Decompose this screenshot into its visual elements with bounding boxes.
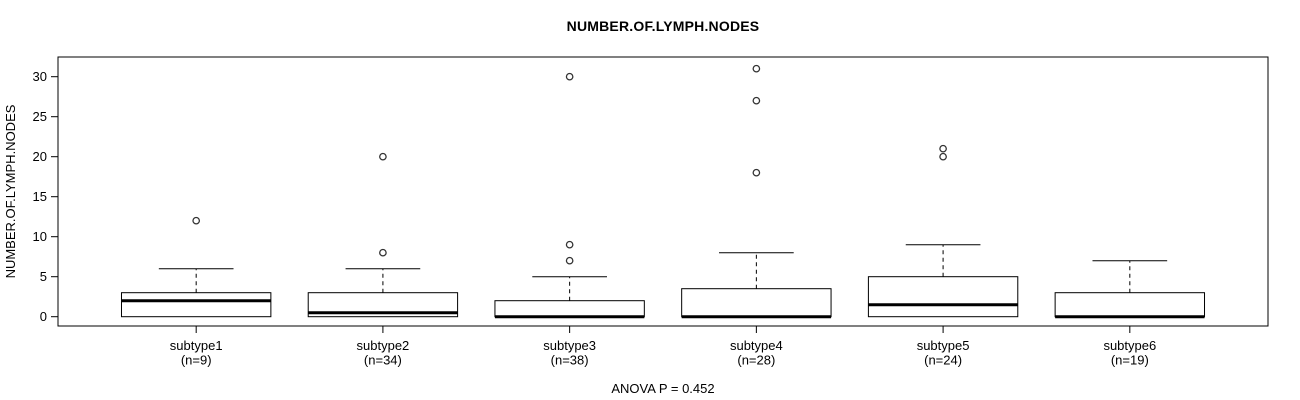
y-tick-label: 20 [33,149,47,164]
y-tick-label: 30 [33,69,47,84]
x-tick-sublabel: (n=24) [924,353,962,368]
boxplot-group-subtype6: subtype6(n=19) [1054,260,1206,368]
x-tick-sublabel: (n=9) [181,353,212,368]
outlier-point [379,152,387,161]
chart-title: NUMBER.OF.LYMPH.NODES [566,18,760,34]
outlier-point [565,72,574,81]
boxplot-group-subtype4: subtype4(n=28) [681,64,832,368]
y-tick-label: 0 [40,309,47,324]
anova-annotation: ANOVA P = 0.452 [611,381,715,396]
x-tick-label: subtype4 [730,338,783,353]
iqr-box [120,292,272,318]
x-tick-sublabel: (n=34) [364,353,402,368]
y-tick-label: 5 [40,269,47,284]
iqr-box [494,300,645,318]
outlier-point [565,240,574,249]
outlier-point [752,64,761,73]
boxplot-group-subtype5: subtype5(n=24) [867,144,1019,368]
outlier-point [752,168,761,177]
x-tick-sublabel: (n=28) [737,353,775,368]
y-tick-label: 15 [33,189,47,204]
outlier-point [939,152,947,161]
plot-border [57,56,1269,327]
iqr-box [681,288,832,318]
boxplot-group-subtype1: subtype1(n=9) [120,216,272,368]
boxplot-group-subtype2: subtype2(n=34) [307,152,459,368]
x-tick-label: subtype3 [543,338,596,353]
outlier-point [192,216,201,225]
outlier-point [379,248,387,257]
iqr-box [867,276,1019,318]
outlier-point [752,96,761,105]
x-tick-sublabel: (n=38) [551,353,589,368]
y-tick-label: 10 [33,229,47,244]
iqr-box [1054,292,1206,318]
outlier-point [565,256,574,265]
y-tick-label: 25 [33,109,47,124]
x-tick-sublabel: (n=19) [1111,353,1149,368]
boxplot-group-subtype3: subtype3(n=38) [494,72,645,368]
x-tick-label: subtype2 [357,338,410,353]
x-tick-label: subtype1 [170,338,223,353]
outlier-point [939,144,947,153]
x-tick-label: subtype6 [1103,338,1156,353]
x-tick-label: subtype5 [917,338,970,353]
